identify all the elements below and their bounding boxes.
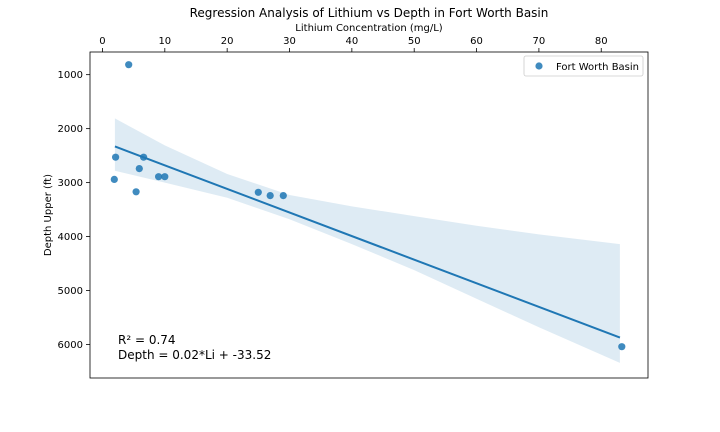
plot-frame xyxy=(89,51,649,379)
data-point-2 xyxy=(112,153,120,161)
x-tick-label: 0 xyxy=(99,36,105,47)
data-point-9 xyxy=(254,188,262,196)
x-tick-label: 80 xyxy=(595,36,608,47)
x-tick-label: 10 xyxy=(158,36,171,47)
y-tick-label: 4000 xyxy=(58,232,83,243)
x-axis-ticks: 0 10 20 30 40 50 60 70 80 xyxy=(99,36,608,52)
legend-marker xyxy=(535,62,543,70)
data-point-7 xyxy=(161,173,169,181)
x-tick-label: 30 xyxy=(283,36,296,47)
x-tick-label: 40 xyxy=(345,36,358,47)
data-point-4 xyxy=(110,175,118,183)
y-tick-label: 5000 xyxy=(58,286,83,297)
legend-label: Fort Worth Basin xyxy=(556,62,639,73)
x-tick-label: 70 xyxy=(533,36,546,47)
data-point-6 xyxy=(155,173,163,181)
plot-area xyxy=(110,61,626,363)
legend: Fort Worth Basin xyxy=(523,55,644,77)
y-tick-label: 1000 xyxy=(58,70,83,81)
r-squared-annotation: R² = 0.74 xyxy=(118,333,176,347)
legend-box xyxy=(523,55,644,77)
regression-line xyxy=(114,145,621,339)
y-axis-ticks: 1000 2000 3000 4000 5000 6000 xyxy=(58,70,90,351)
y-tick-label: 2000 xyxy=(58,124,83,135)
x-tick-label: 50 xyxy=(408,36,421,47)
data-points xyxy=(110,61,626,351)
data-point-8 xyxy=(132,188,140,196)
data-point-11 xyxy=(279,192,287,200)
data-point-12 xyxy=(618,343,626,351)
data-point-5 xyxy=(135,165,143,173)
confidence-band xyxy=(114,118,620,363)
x-axis-label: Lithium Concentration (mg/L) xyxy=(295,23,442,34)
y-axis-label: Depth Upper (ft) xyxy=(43,174,54,256)
y-tick-label: 6000 xyxy=(58,340,83,351)
chart-title: Regression Analysis of Lithium vs Depth … xyxy=(190,6,549,20)
data-point-3 xyxy=(140,153,148,161)
equation-annotation: Depth = 0.02*Li + -33.52 xyxy=(118,348,271,362)
x-tick-label: 20 xyxy=(221,36,234,47)
y-tick-label: 3000 xyxy=(58,178,83,189)
data-point-1 xyxy=(125,61,133,69)
x-tick-label: 60 xyxy=(470,36,483,47)
data-point-10 xyxy=(266,192,274,200)
